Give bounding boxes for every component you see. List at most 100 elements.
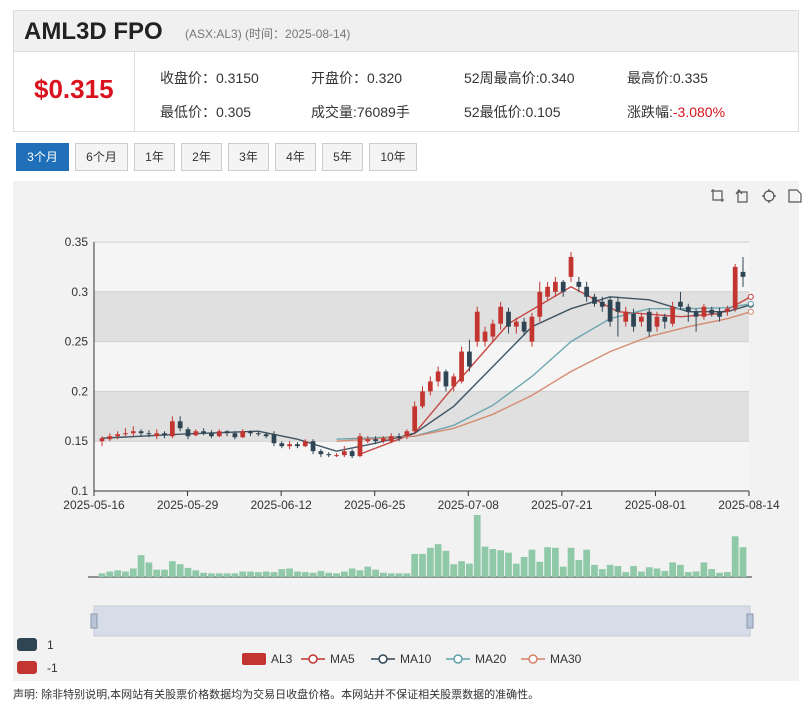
candle-body bbox=[396, 436, 402, 439]
candle-body bbox=[232, 433, 238, 438]
volume-bar bbox=[161, 569, 168, 577]
tab-1-year[interactable]: 1年 bbox=[134, 143, 175, 171]
volume-bar bbox=[583, 549, 591, 577]
save-icon[interactable] bbox=[787, 188, 803, 204]
volume-bar bbox=[145, 562, 153, 577]
volume-bar bbox=[208, 573, 215, 577]
volume-bar bbox=[122, 571, 129, 577]
candle-body bbox=[130, 431, 136, 434]
candle-body bbox=[670, 306, 676, 324]
volume-bar bbox=[481, 546, 489, 577]
candle-body bbox=[467, 351, 472, 367]
candle-body bbox=[318, 451, 324, 455]
candle-body bbox=[255, 433, 261, 435]
volume-bar bbox=[434, 544, 442, 577]
ma30-marker bbox=[747, 308, 754, 315]
zoom-icon[interactable] bbox=[709, 188, 725, 204]
legend-label: MA30 bbox=[550, 652, 582, 666]
candle-body bbox=[615, 301, 621, 312]
candle-body bbox=[248, 431, 253, 434]
volume-bar bbox=[403, 573, 411, 577]
zoom-slider bbox=[93, 605, 751, 637]
volume-bar bbox=[129, 568, 137, 577]
candle-body bbox=[201, 431, 206, 434]
volume-bar bbox=[419, 553, 426, 577]
tab-3-months[interactable]: 3个月 bbox=[16, 143, 69, 171]
tab-10-years[interactable]: 10年 bbox=[369, 143, 417, 171]
x-tick-label: 2025-08-01 bbox=[625, 498, 687, 512]
volume-bar bbox=[489, 549, 497, 577]
zoom-reset-icon[interactable] bbox=[735, 188, 751, 204]
volume-bar bbox=[653, 568, 661, 577]
candle-body bbox=[381, 438, 386, 442]
volume-bar bbox=[106, 571, 114, 577]
volume-bar bbox=[505, 552, 512, 577]
grid-band bbox=[94, 242, 749, 292]
candle-body bbox=[107, 436, 113, 440]
volume-bar bbox=[473, 515, 481, 577]
legend-label: MA20 bbox=[475, 652, 507, 666]
quote-52w-low: 52最低价:0.105 bbox=[464, 104, 561, 120]
candle-body bbox=[685, 306, 691, 312]
volume-bar bbox=[684, 572, 692, 577]
tab-2-years[interactable]: 2年 bbox=[181, 143, 222, 171]
zoom-handle-right bbox=[746, 613, 754, 629]
candle-body bbox=[584, 286, 590, 297]
x-tick-label: 2025-05-29 bbox=[157, 498, 219, 512]
volume-bar bbox=[254, 572, 262, 577]
y-tick-label: 0.25 bbox=[65, 335, 89, 349]
volume-bar bbox=[638, 571, 645, 577]
volume-bar bbox=[606, 564, 614, 577]
volume-bar bbox=[411, 553, 419, 577]
volume-bar bbox=[333, 573, 340, 577]
ma10-line bbox=[101, 296, 752, 452]
candle-body bbox=[263, 434, 269, 437]
volume-bar bbox=[176, 564, 184, 577]
volume-bar bbox=[380, 572, 387, 577]
tab-3-years[interactable]: 3年 bbox=[228, 143, 269, 171]
y-tick-label: 0.15 bbox=[65, 434, 89, 448]
volume-bar bbox=[395, 573, 403, 577]
volume-bar bbox=[270, 572, 278, 577]
candle-body bbox=[123, 433, 128, 435]
candle-body bbox=[521, 321, 527, 332]
volume-bar bbox=[153, 569, 161, 577]
grid-band bbox=[94, 441, 749, 491]
candle-body bbox=[599, 301, 605, 307]
legend-ma10-marker bbox=[378, 654, 388, 664]
candle-body bbox=[513, 321, 519, 327]
volume-bar bbox=[239, 571, 247, 577]
candle-body bbox=[162, 433, 167, 436]
tab-5-years[interactable]: 5年 bbox=[322, 143, 363, 171]
volume-bar bbox=[442, 550, 450, 577]
candle-body bbox=[678, 301, 683, 307]
volume-bar bbox=[544, 547, 551, 577]
quote-close: 收盘价：0.3150 bbox=[160, 70, 259, 86]
y-tick-label: 0.1 bbox=[71, 484, 88, 498]
zoom-handle-left bbox=[90, 613, 98, 629]
candle-body bbox=[459, 351, 464, 382]
volume-bar bbox=[356, 570, 364, 577]
tab-6-months[interactable]: 6个月 bbox=[75, 143, 128, 171]
volume-bar bbox=[387, 573, 395, 577]
candle-body bbox=[224, 431, 230, 434]
tab-4-years[interactable]: 4年 bbox=[275, 143, 316, 171]
legend-left-swatch bbox=[17, 638, 37, 651]
candle-body bbox=[310, 441, 316, 452]
candle-body bbox=[498, 306, 504, 324]
candle-body bbox=[701, 306, 707, 317]
candle-body bbox=[193, 431, 199, 436]
volume-bar bbox=[708, 569, 716, 577]
stock-name: AML3D FPO bbox=[24, 18, 163, 45]
candle-body bbox=[623, 311, 629, 322]
legend-label: MA5 bbox=[330, 652, 355, 666]
ma20-marker bbox=[747, 300, 754, 307]
volume-bar bbox=[575, 559, 583, 577]
candle-body bbox=[412, 406, 418, 432]
volume-bar bbox=[348, 568, 356, 577]
candle-body bbox=[490, 323, 496, 337]
volume-bar bbox=[716, 572, 723, 577]
volume-bar bbox=[552, 547, 559, 577]
restore-icon[interactable] bbox=[761, 188, 777, 204]
